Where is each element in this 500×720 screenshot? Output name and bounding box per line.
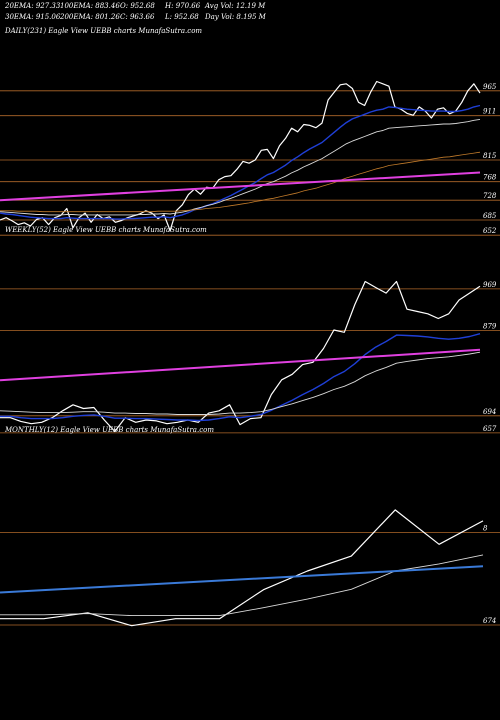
daily-level-label: 685 [483, 212, 497, 220]
weekly-level-label: 694 [483, 408, 496, 416]
header-ema100: 100EMA: 883.46 [60, 2, 120, 10]
weekly-trend-line [0, 348, 481, 382]
weekly-level-label: 969 [483, 281, 497, 289]
daily-trend-line [0, 171, 481, 202]
header-ema200: 200EMA: 801.26 [60, 13, 120, 21]
daily-price-line [0, 80, 481, 232]
weekly-panel-title: WEEKLY(52) Eagle View UEBB charts Munafa… [5, 226, 207, 234]
daily-panel: 965 911 8 815 768 728 685 652 [0, 80, 500, 533]
daily-level-label: 652 [483, 227, 497, 235]
weekly-ema-fast-line [0, 333, 481, 422]
weekly-panel: 969 879 694 657 [0, 280, 500, 434]
daily-level-label: 768 [483, 174, 497, 182]
header-avg-vol: Avg Vol: 12.19 M [205, 2, 266, 10]
monthly-panel: 674 [0, 509, 500, 627]
daily-level-label: 8 [483, 525, 488, 533]
monthly-ema-slow-line [0, 554, 484, 617]
header-close: C: 963.66 [120, 13, 155, 21]
header-ema30: 30EMA: 915.06 [5, 13, 61, 21]
header-day-vol: Day Vol: 8.195 M [205, 13, 266, 21]
daily-ema-long-line [0, 151, 481, 213]
daily-panel-title: DAILY(231) Eagle View UEBB charts Munafa… [5, 27, 203, 35]
weekly-level-label: 657 [483, 425, 497, 433]
daily-level-label: 965 [483, 83, 497, 91]
daily-level-label: 815 [483, 152, 497, 160]
daily-level-label: 911 [483, 108, 496, 116]
header-open: O: 952.68 [120, 2, 155, 10]
header-low: L: 952.68 [165, 13, 199, 21]
weekly-price-line [0, 280, 481, 433]
monthly-price-line [0, 509, 484, 627]
daily-ema-fast-line [0, 104, 481, 220]
monthly-level-label: 674 [483, 617, 496, 625]
header-high: H: 970.66 [165, 2, 201, 10]
daily-level-label: 728 [483, 192, 497, 200]
weekly-level-label: 879 [483, 323, 497, 331]
weekly-ema-slow-line [0, 351, 481, 415]
header-ema20: 20EMA: 927.33 [5, 2, 61, 10]
daily-ema-slow-line [0, 118, 481, 216]
monthly-trend-line [0, 565, 484, 594]
monthly-panel-title: MONTHLY(12) Eagle View UEBB charts Munaf… [5, 426, 214, 434]
